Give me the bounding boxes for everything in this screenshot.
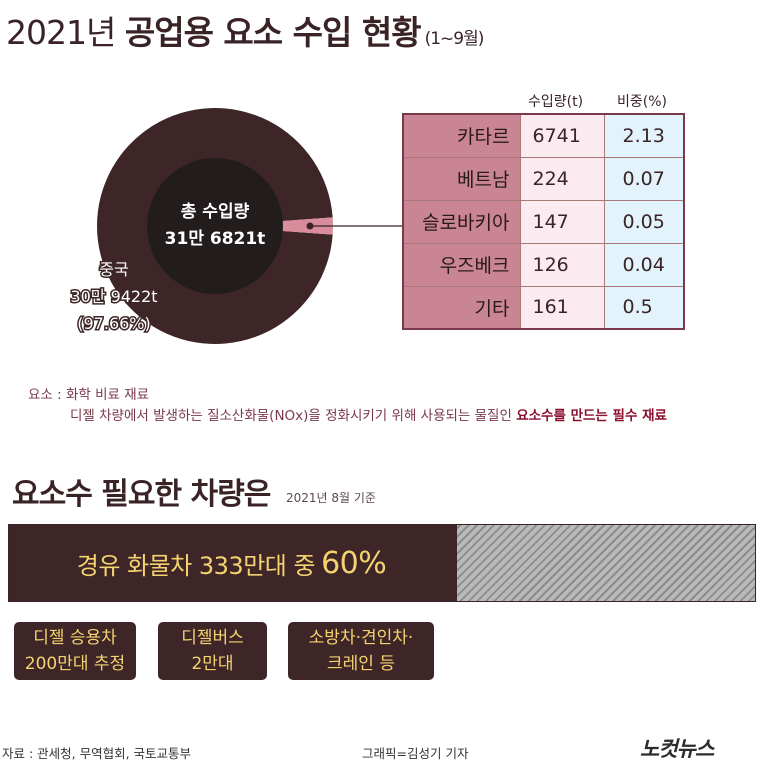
chip-diesel-car-line2: 200만대 추정 — [24, 654, 126, 674]
chip-special-vehicles: 소방차·견인차· 크레인 등 — [288, 622, 434, 680]
country-cell: 슬로바키아 — [402, 199, 521, 244]
table-row: 슬로바키아 147 0.05 — [402, 199, 685, 244]
import-table-wrap: 카타르 6741 2.13 베트남 224 0.07 슬로바키아 147 0.05 우즈베크 126… — [402, 113, 685, 330]
chip-diesel-bus: 디젤버스 2만대 — [158, 622, 267, 680]
amount-cell: 6741 — [519, 113, 605, 158]
section-date: 2021년 8월 기준 — [286, 491, 376, 505]
share-cell: 0.05 — [603, 199, 685, 244]
title-main: 공업용 요소 수입 현황 — [124, 13, 422, 52]
total-label: 총 수입량 — [181, 202, 250, 222]
amount-cell: 147 — [519, 199, 605, 244]
country-cell: 우즈베크 — [402, 242, 521, 287]
share-cell: 0.5 — [603, 285, 685, 330]
note-line-2: 디젤 차량에서 발생하는 질소산화물(NOx)을 정화시키기 위해 사용되는 물… — [70, 404, 667, 424]
china-name: 중국 — [99, 260, 128, 279]
page-title: 2021년 공업용 요소 수입 현황 (1~9월) — [6, 6, 485, 54]
note-line-2-bold: 요소수를 만드는 필수 재료 — [516, 408, 667, 424]
chip-special-line1: 소방차·견인차· — [308, 628, 414, 648]
table-row: 우즈베크 126 0.04 — [402, 242, 685, 287]
donut-center — [147, 158, 283, 294]
bar-fill — [9, 525, 457, 601]
bar-track: 경유 화물차 333만대 중 60% — [8, 524, 756, 602]
title-period: (1~9월) — [424, 29, 485, 49]
news-logo: 노컷뉴스 — [640, 737, 714, 761]
footer-credit: 그래픽=김성기 기자 — [362, 746, 469, 761]
chip-diesel-bus-line1: 디젤버스 — [181, 628, 244, 648]
chip-special-line2: 크레인 등 — [327, 654, 395, 674]
chip-diesel-car-line1: 디젤 승용차 — [33, 628, 117, 648]
china-value: 30만 9422t — [70, 287, 157, 306]
table-header-amount: 수입량(t) — [528, 94, 584, 110]
bar-percent: 60% — [321, 545, 387, 581]
leader-dot — [306, 222, 314, 230]
title-year: 2021년 — [6, 13, 116, 52]
bar-label-text: 경유 화물차 333만대 중 — [76, 551, 316, 580]
country-cell: 기타 — [402, 285, 521, 330]
china-pct: (97.66%) — [77, 314, 151, 333]
total-value: 31만 6821t — [165, 229, 266, 249]
section-title: 요소수 필요한 차량은 — [12, 477, 271, 512]
country-cell: 카타르 — [402, 113, 521, 158]
import-table: 카타르 6741 2.13 베트남 224 0.07 슬로바키아 147 0.05 우즈베크 126… — [402, 113, 685, 330]
amount-cell: 126 — [519, 242, 605, 287]
share-cell: 2.13 — [603, 113, 685, 158]
chip-diesel-car: 디젤 승용차 200만대 추정 — [14, 622, 136, 680]
bar-label: 경유 화물차 333만대 중 60% — [9, 525, 454, 601]
share-cell: 0.04 — [603, 242, 685, 287]
country-cell: 베트남 — [402, 156, 521, 201]
note-line-2-plain: 디젤 차량에서 발생하는 질소산화물(NOx)을 정화시키기 위해 사용되는 물… — [70, 408, 517, 424]
footer-source: 자료 : 관세청, 무역협회, 국토교통부 — [2, 746, 192, 761]
amount-cell: 224 — [519, 156, 605, 201]
amount-cell: 161 — [519, 285, 605, 330]
table-row: 카타르 6741 2.13 — [402, 113, 685, 158]
chip-diesel-bus-line2: 2만대 — [191, 654, 234, 674]
share-cell: 0.07 — [603, 156, 685, 201]
table-header-share: 비중(%) — [617, 94, 667, 110]
table-row: 기타 161 0.5 — [402, 285, 685, 330]
table-row: 베트남 224 0.07 — [402, 156, 685, 201]
note-line-1: 요소 : 화학 비료 재료 — [28, 387, 150, 403]
